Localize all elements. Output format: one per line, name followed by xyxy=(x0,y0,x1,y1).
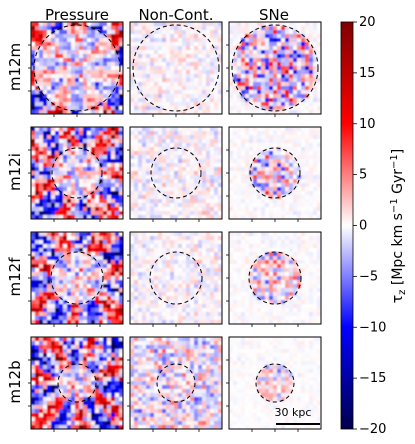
panel-m12i-0 xyxy=(28,126,124,222)
panel-image xyxy=(31,22,123,114)
dashed-circle xyxy=(57,363,97,403)
panel-ticks xyxy=(127,44,200,117)
panel-ticks xyxy=(127,149,200,222)
panel-m12i-1 xyxy=(127,126,223,222)
colorbar-tick-label: 10 xyxy=(359,117,376,132)
col-title-pressure: Pressure xyxy=(45,6,109,24)
row-label-m12f: m12f xyxy=(6,257,24,297)
panel-image xyxy=(130,22,222,114)
panel-m12b-1 xyxy=(127,336,223,432)
colorbar-tick-label: −20 xyxy=(359,422,386,437)
panel-image xyxy=(229,127,321,219)
panel-ticks xyxy=(226,149,299,222)
colorbar-tick-label: −10 xyxy=(359,320,386,335)
panel-ticks xyxy=(28,149,101,222)
colorbar-tick-label: 0 xyxy=(359,219,367,234)
dashed-circle xyxy=(51,147,103,199)
colorbar: −20 −15 −10 −5 0 5 10 15 20 τz [Mpc km s−1 Gyr−1… xyxy=(340,15,408,437)
panel-image xyxy=(31,337,123,429)
dashed-circle xyxy=(50,251,104,305)
dashed-circle xyxy=(149,251,203,305)
panel-m12m-1 xyxy=(127,21,223,117)
row-label-m12b: m12b xyxy=(6,360,24,403)
panel-image xyxy=(229,337,321,429)
panel-m12m-0 xyxy=(28,21,124,117)
scale-bar: 30 kpc xyxy=(275,406,320,425)
panel-image xyxy=(130,127,222,219)
panel-ticks xyxy=(226,359,299,432)
colorbar-tick-label: 20 xyxy=(359,15,376,30)
panel-ticks xyxy=(28,359,101,432)
panel-ticks xyxy=(226,254,299,327)
panel-image xyxy=(31,232,123,324)
dashed-circle xyxy=(150,147,202,199)
panel-m12m-2 xyxy=(226,21,322,117)
panel-ticks xyxy=(226,44,299,117)
panel-image xyxy=(31,127,123,219)
panel-ticks xyxy=(127,359,200,432)
panel-ticks xyxy=(127,254,200,327)
panel-m12f-0 xyxy=(28,231,124,327)
dashed-circle xyxy=(231,24,319,112)
panel-m12f-2 xyxy=(226,231,322,327)
dashed-circle xyxy=(156,363,196,403)
row-label-m12i: m12i xyxy=(6,153,24,191)
colorbar-tick-label: 15 xyxy=(359,66,376,81)
panel-grid xyxy=(28,21,322,432)
panel-m12f-1 xyxy=(127,231,223,327)
panel-image xyxy=(130,337,222,429)
colorbar-label: τz [Mpc km s−1 Gyr−1] xyxy=(389,149,408,304)
dashed-circle xyxy=(132,24,220,112)
colorbar-tick-label: −15 xyxy=(359,371,386,386)
scale-bar-label: 30 kpc xyxy=(275,406,312,419)
row-label-m12m: m12m xyxy=(6,43,24,91)
colorbar-tick-label: −5 xyxy=(359,269,378,284)
colorbar-ticks: −20 −15 −10 −5 0 5 10 15 20 xyxy=(353,15,386,437)
dashed-circle xyxy=(249,147,301,199)
panel-ticks xyxy=(28,44,101,117)
dashed-circle xyxy=(33,24,121,112)
dashed-circle xyxy=(255,363,295,403)
panel-image xyxy=(229,22,321,114)
colorbar-gradient xyxy=(340,21,354,430)
col-title-noncont: Non-Cont. xyxy=(138,6,213,24)
panel-m12i-2 xyxy=(226,126,322,222)
panel-image xyxy=(229,232,321,324)
col-title-sne: SNe xyxy=(259,6,289,24)
dashed-circle xyxy=(248,251,302,305)
panel-ticks xyxy=(28,254,101,327)
panel-m12b-2 xyxy=(226,336,322,432)
panel-m12b-0 xyxy=(28,336,124,432)
panel-image xyxy=(130,232,222,324)
colorbar-tick-label: 5 xyxy=(359,168,367,183)
